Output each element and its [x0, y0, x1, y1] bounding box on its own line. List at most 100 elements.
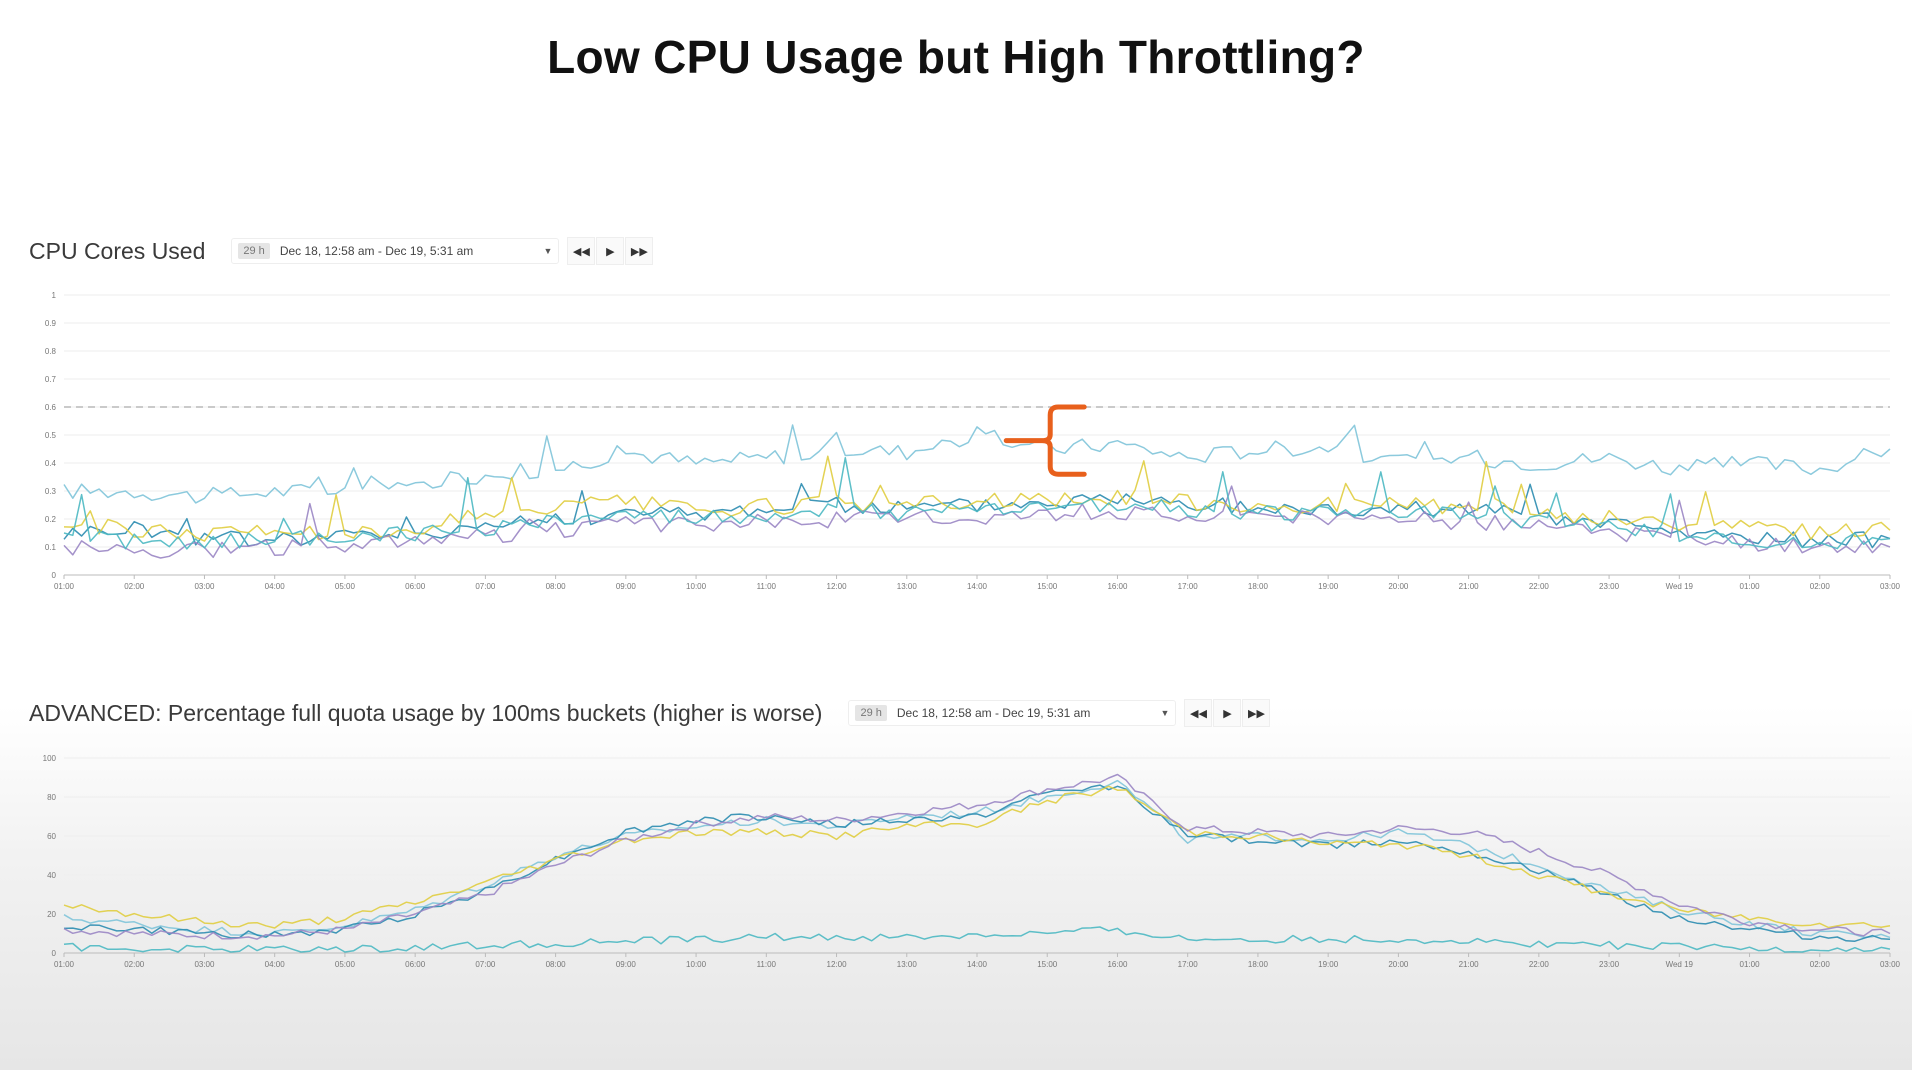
x-tick-label: 18:00 — [1248, 960, 1269, 969]
x-tick-label: 17:00 — [1178, 960, 1199, 969]
x-tick-label: 03:00 — [194, 960, 215, 969]
y-tick-label: 0.3 — [45, 487, 57, 496]
y-tick-label: 0.1 — [45, 543, 57, 552]
x-tick-label: 03:00 — [1880, 582, 1901, 591]
x-tick-label: 13:00 — [897, 582, 918, 591]
cpu-cores-panel-title: CPU Cores Used — [29, 237, 206, 264]
rewind-icon[interactable]: ◀◀ — [567, 237, 596, 265]
x-tick-label: 01:00 — [54, 582, 75, 591]
x-tick-label: 21:00 — [1459, 582, 1480, 591]
x-tick-label: 11:00 — [757, 582, 777, 591]
quota-usage-chart: 0 20 40 60 80 100 01:00 02:00 03:00 04:00 05:00 06:… — [43, 754, 1901, 969]
x-tick-label: 01:00 — [1740, 960, 1761, 969]
x-tick-label: 15:00 — [1037, 960, 1058, 969]
y-tick-label: 0 — [52, 571, 57, 580]
x-tick-label: 06:00 — [405, 960, 426, 969]
x-tick-label: 15:00 — [1037, 582, 1058, 591]
series-line-pod-5 — [63, 926, 1891, 953]
x-tick-label: 09:00 — [616, 582, 637, 591]
cpu-cores-chart: 0 0.1 0.2 0.3 0.4 0.5 0.6 0.7 0.8 0.9 1 01:00 02:00 0… — [45, 291, 1901, 591]
x-tick-label: 11:00 — [757, 960, 777, 969]
x-tick-label: 07:00 — [475, 582, 496, 591]
y-tick-label: 40 — [47, 871, 56, 880]
x-tick-label: 23:00 — [1599, 582, 1620, 591]
x-tick-label: 02:00 — [1810, 960, 1831, 969]
x-tick-label: 13:00 — [897, 960, 918, 969]
slide-title: Low CPU Usage but High Throttling? — [547, 31, 1365, 83]
y-tick-label: 0 — [52, 949, 57, 958]
x-tick-label: 14:00 — [967, 582, 988, 591]
time-nav-buttons: ◀◀ ▶ ▶▶ — [567, 237, 654, 265]
y-tick-label: 60 — [47, 832, 56, 841]
play-icon[interactable]: ▶ — [596, 237, 625, 265]
series-line-pod-5 — [63, 457, 1891, 550]
x-tick-label: 23:00 — [1599, 960, 1620, 969]
x-tick-label: 16:00 — [1107, 960, 1128, 969]
y-tick-label: 0.5 — [45, 431, 57, 440]
x-tick-label: Wed 19 — [1666, 582, 1694, 591]
y-tick-label: 20 — [47, 910, 56, 919]
y-tick-label: 0.8 — [45, 347, 57, 356]
y-tick-label: 0.4 — [45, 459, 57, 468]
fast-forward-icon[interactable]: ▶▶ — [625, 237, 654, 265]
x-tick-label: 04:00 — [265, 960, 286, 969]
x-tick-label: 03:00 — [194, 582, 215, 591]
series-line-pod-1 — [63, 424, 1891, 504]
series-line-pod-3 — [63, 785, 1891, 929]
x-tick-label: 12:00 — [827, 960, 848, 969]
time-nav-buttons: ◀◀ ▶ ▶▶ — [1184, 699, 1271, 727]
chevron-down-icon[interactable]: ▼ — [543, 246, 553, 256]
x-tick-label: 03:00 — [1880, 960, 1901, 969]
x-tick-label: 07:00 — [475, 960, 496, 969]
x-tick-label: 05:00 — [335, 960, 356, 969]
quota-panel-title: ADVANCED: Percentage full quota usage by… — [29, 699, 823, 726]
cpu-cores-panel-header: CPU Cores Used 29 h Dec 18, 12:58 am - D… — [29, 236, 654, 266]
x-tick-label: 12:00 — [827, 582, 848, 591]
duration-badge: 29 h — [855, 705, 887, 721]
y-tick-label: 100 — [43, 754, 57, 763]
y-tick-label: 0.9 — [45, 319, 57, 328]
series-line-pod-3 — [63, 455, 1891, 542]
play-icon[interactable]: ▶ — [1213, 699, 1242, 727]
x-tick-label: 08:00 — [546, 960, 567, 969]
series-line-pod-2 — [63, 784, 1891, 942]
x-tick-label: 19:00 — [1318, 960, 1339, 969]
x-tick-label: 06:00 — [405, 582, 426, 591]
x-tick-label: 18:00 — [1248, 582, 1269, 591]
x-tick-label: 22:00 — [1529, 960, 1550, 969]
y-tick-label: 1 — [52, 291, 57, 300]
x-tick-label: 22:00 — [1529, 582, 1550, 591]
series-line-pod-4 — [63, 773, 1891, 940]
rewind-icon[interactable]: ◀◀ — [1184, 699, 1213, 727]
time-range-text: Dec 18, 12:58 am - Dec 19, 5:31 am — [896, 706, 1091, 720]
fast-forward-icon[interactable]: ▶▶ — [1242, 699, 1271, 727]
x-tick-label: 21:00 — [1459, 960, 1480, 969]
x-tick-label: 01:00 — [1740, 582, 1761, 591]
x-tick-label: 05:00 — [335, 582, 356, 591]
x-tick-label: 10:00 — [686, 582, 707, 591]
x-tick-label: 10:00 — [686, 960, 707, 969]
y-tick-label: 0.2 — [45, 515, 57, 524]
y-tick-label: 80 — [47, 793, 56, 802]
x-tick-label: 02:00 — [124, 582, 145, 591]
x-tick-label: 14:00 — [967, 960, 988, 969]
throttling-gap-bracket — [1003, 404, 1087, 477]
chevron-down-icon[interactable]: ▼ — [1160, 708, 1170, 718]
time-range-picker[interactable]: 29 h Dec 18, 12:58 am - Dec 19, 5:31 am … — [848, 700, 1177, 726]
x-tick-label: 01:00 — [54, 960, 75, 969]
x-tick-label: Wed 19 — [1666, 960, 1694, 969]
x-tick-label: 02:00 — [1810, 582, 1831, 591]
x-tick-label: 02:00 — [124, 960, 145, 969]
time-range-picker[interactable]: 29 h Dec 18, 12:58 am - Dec 19, 5:31 am … — [231, 238, 560, 264]
x-tick-label: 20:00 — [1388, 582, 1409, 591]
x-tick-label: 09:00 — [616, 960, 637, 969]
time-range-text: Dec 18, 12:58 am - Dec 19, 5:31 am — [279, 244, 474, 258]
series-line-pod-1 — [63, 779, 1891, 939]
x-tick-label: 19:00 — [1318, 582, 1339, 591]
x-tick-label: 20:00 — [1388, 960, 1409, 969]
y-tick-label: 0.6 — [45, 403, 57, 412]
y-tick-label: 0.7 — [45, 375, 57, 384]
x-tick-label: 04:00 — [265, 582, 286, 591]
duration-badge: 29 h — [238, 243, 270, 259]
x-tick-label: 17:00 — [1178, 582, 1199, 591]
